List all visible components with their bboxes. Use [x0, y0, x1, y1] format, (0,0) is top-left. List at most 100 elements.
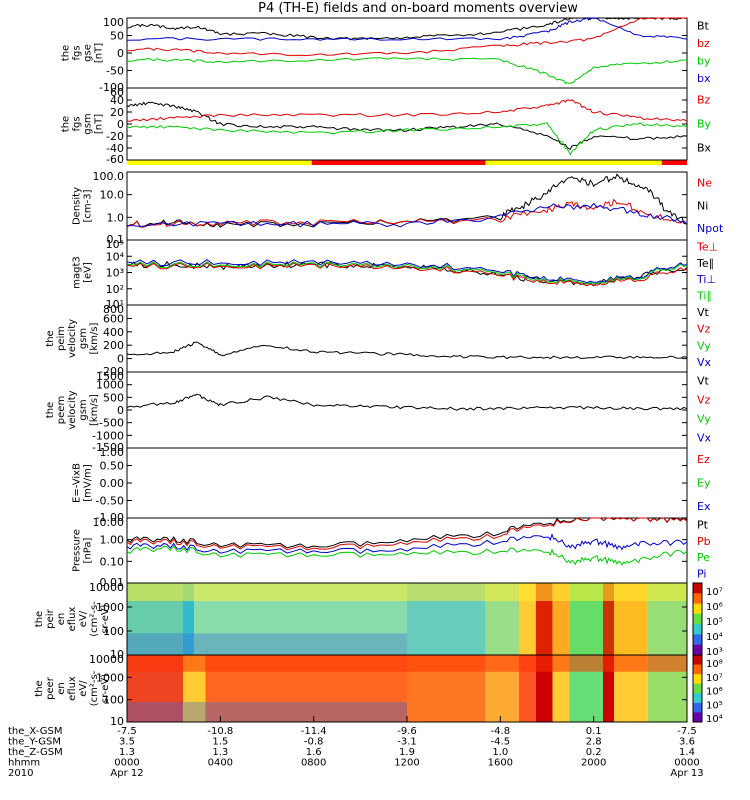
legend-by: By — [697, 118, 712, 131]
y-tick-label: 10³ — [106, 267, 124, 280]
mode-bar-segment — [485, 160, 662, 165]
series-npot-line — [126, 202, 688, 228]
y-tick-label: 100 — [103, 16, 124, 29]
y-axis-label: the — [34, 611, 45, 627]
y-axis-label: gsm — [83, 113, 94, 134]
x-row-label: the_Y-GSM — [8, 737, 61, 748]
y-tick-label: 0.10 — [100, 555, 125, 568]
panel-6 — [126, 371, 688, 449]
x-tick-label: 0400 — [208, 758, 233, 769]
colorbar-tick-label: 10⁶ — [706, 602, 723, 613]
y-axis-label: magt3 — [72, 256, 83, 289]
legend-vy: Vy — [697, 339, 711, 352]
panel-5 — [126, 304, 688, 373]
x-tick-label: 1.6 — [306, 747, 322, 758]
y-tick-label: 0 — [117, 118, 124, 131]
y-axis-label: [km/s] — [89, 322, 100, 354]
y-tick-label: -1500 — [92, 441, 124, 454]
x-tick-label: -4.8 — [491, 726, 511, 737]
y-tick-label: 10.0 — [100, 189, 125, 202]
x-tick-label: 2000 — [581, 758, 606, 769]
x-tick-label: 1200 — [394, 758, 419, 769]
legend-pb: Pb — [697, 535, 711, 548]
y-tick-label: 40 — [110, 94, 124, 107]
colorbar-segment — [693, 664, 702, 675]
y-tick-label: -200 — [99, 365, 124, 378]
y-tick-label: -100 — [99, 81, 124, 94]
series-ni-line — [126, 173, 688, 228]
electron-spectrogram-lowband — [127, 701, 407, 722]
legend-bt: Bt — [697, 19, 710, 32]
y-tick-label: 1000 — [96, 379, 124, 392]
legend-npot: Npot — [697, 222, 724, 235]
ion-spectrogram-band — [603, 583, 615, 655]
series-bz-line — [126, 99, 688, 123]
y-tick-label: 100 — [103, 694, 124, 707]
x-row-label: 2010 — [8, 768, 33, 779]
series-bx-line — [126, 17, 688, 41]
colorbar-segment — [693, 583, 702, 594]
panel-frame — [126, 239, 688, 306]
y-axis-label: Density — [72, 187, 83, 225]
y-tick-label: 600 — [103, 312, 124, 325]
series-bz-line — [126, 17, 687, 57]
y-tick-label: 0.1 — [107, 233, 125, 246]
y-tick-label: 0.00 — [100, 477, 125, 490]
legend-ne: Ne — [697, 177, 712, 190]
y-axis-label: (cm²-s- — [89, 670, 100, 706]
legend-ez: Ez — [697, 453, 710, 466]
x-tick-label: -3.1 — [397, 737, 417, 748]
y-axis-label: the — [61, 116, 72, 132]
x-tick-label: 1.9 — [399, 747, 415, 758]
ion-spectrogram-lowband — [127, 633, 407, 655]
y-tick-label: 50 — [110, 30, 124, 43]
legend-vx: Vx — [697, 356, 712, 369]
x-tick-label: 3.5 — [119, 737, 135, 748]
x-tick-label: 3.6 — [679, 737, 695, 748]
series-ti-line — [126, 259, 688, 284]
y-axis-label: sr-eV) — [100, 604, 111, 633]
mode-bar-segment — [127, 160, 312, 165]
y-axis-label: peer — [45, 676, 56, 700]
series-te-line — [126, 262, 688, 287]
x-tick-label: 0000 — [674, 758, 699, 769]
x-tick-label: -10.8 — [207, 726, 233, 737]
x-tick-label: -9.6 — [397, 726, 417, 737]
y-axis-label: eV/ — [78, 610, 89, 627]
colorbar-segment — [693, 634, 702, 646]
y-axis-label: gse — [83, 44, 94, 62]
panel-frame — [126, 304, 688, 373]
y-tick-label: 0.50 — [100, 460, 125, 473]
legend-bx: bx — [697, 72, 711, 85]
y-tick-label: -500 — [99, 417, 124, 430]
series-pe-line — [126, 544, 688, 566]
legend-ti: Ti⊥ — [696, 273, 716, 286]
panel-frame — [126, 371, 688, 449]
series-by-line — [126, 57, 688, 85]
colorbar-segment — [693, 693, 702, 704]
y-tick-label: 1.0 — [107, 211, 125, 224]
x-tick-label: 0.2 — [586, 747, 602, 758]
legend-bz: bz — [697, 37, 710, 50]
colorbar-segment — [693, 674, 702, 685]
x-tick-label: -0.8 — [304, 737, 324, 748]
y-tick-label: 1000 — [96, 671, 124, 684]
colorbar-segment — [693, 712, 702, 723]
y-axis-label: eflux — [67, 676, 78, 701]
ion-spectrogram-topband — [127, 583, 687, 601]
y-axis-label: velocity — [67, 390, 78, 429]
colorbar-tick-label: 10⁷ — [706, 587, 723, 598]
x-tick-label: 1.5 — [212, 737, 228, 748]
legend-vy: Vy — [697, 412, 711, 425]
legend-vx: Vx — [697, 431, 712, 444]
y-axis-label: fgs — [72, 45, 83, 60]
y-tick-label: -60 — [106, 153, 124, 166]
colorbar-tick-label: 10⁶ — [706, 687, 723, 698]
y-axis-label: en — [56, 682, 67, 695]
colorbar-frame — [692, 654, 703, 723]
panel-frame — [126, 447, 688, 519]
x-row-label: the_X-GSM — [8, 726, 62, 737]
legend-pe: Pe — [697, 551, 710, 564]
